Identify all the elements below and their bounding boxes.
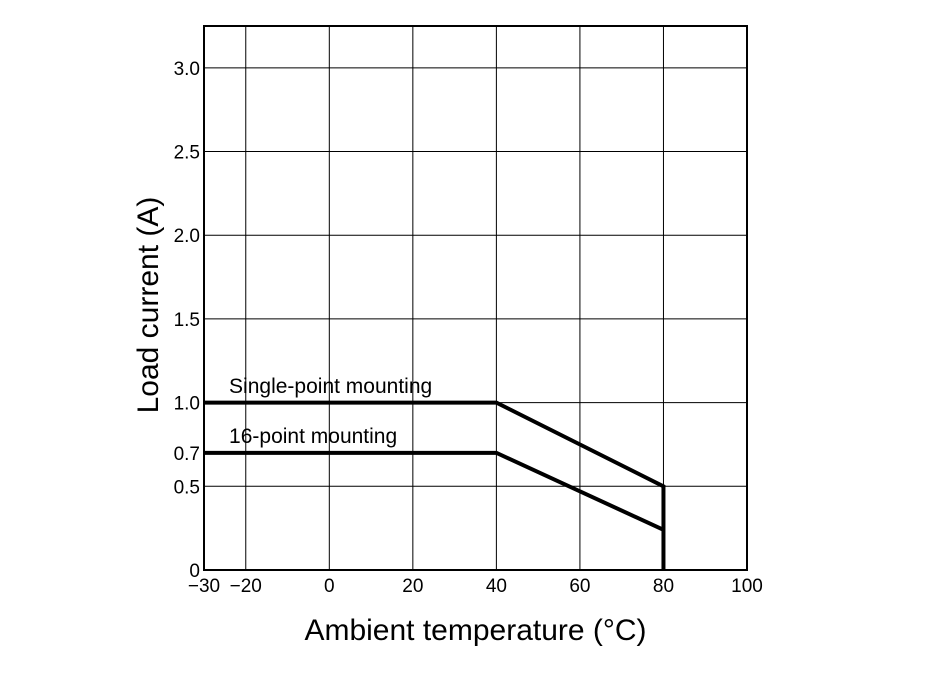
x-tick-label: −20 [230, 576, 262, 597]
y-tick-label: 1.0 [174, 394, 200, 415]
series-lines [204, 400, 666, 570]
series-label: 16-point mounting [229, 425, 397, 448]
x-tick-label: 20 [402, 576, 423, 597]
series-labels: Single-point mounting 16-point mounting [229, 375, 432, 448]
y-tick-label: 0.7 [174, 444, 200, 465]
y-axis-title: Load current (A) [132, 197, 165, 414]
y-tick-labels: 0 0.5 0.7 1.0 1.5 2.0 2.5 3.0 [174, 59, 200, 582]
x-tick-label: 0 [324, 576, 335, 597]
grid [204, 26, 747, 570]
x-tick-labels: −30 −20 0 20 40 60 80 100 [188, 576, 763, 597]
x-tick-label: 60 [569, 576, 590, 597]
series-line [204, 450, 665, 532]
x-tick-label: 80 [653, 576, 674, 597]
x-tick-label: 100 [731, 576, 763, 597]
x-tick-label: −30 [188, 576, 220, 597]
y-tick-label: 3.0 [174, 59, 200, 80]
y-tick-label: 0 [189, 561, 200, 582]
y-tick-label: 0.5 [174, 477, 200, 498]
plot-frame [203, 25, 748, 571]
series-label: Single-point mounting [229, 375, 432, 398]
x-axis-title: Ambient temperature (°C) [304, 614, 646, 647]
x-tick-label: 40 [486, 576, 507, 597]
y-tick-label: 2.5 [174, 143, 200, 164]
y-tick-label: 1.5 [174, 310, 200, 331]
y-tick-label: 2.0 [174, 226, 200, 247]
